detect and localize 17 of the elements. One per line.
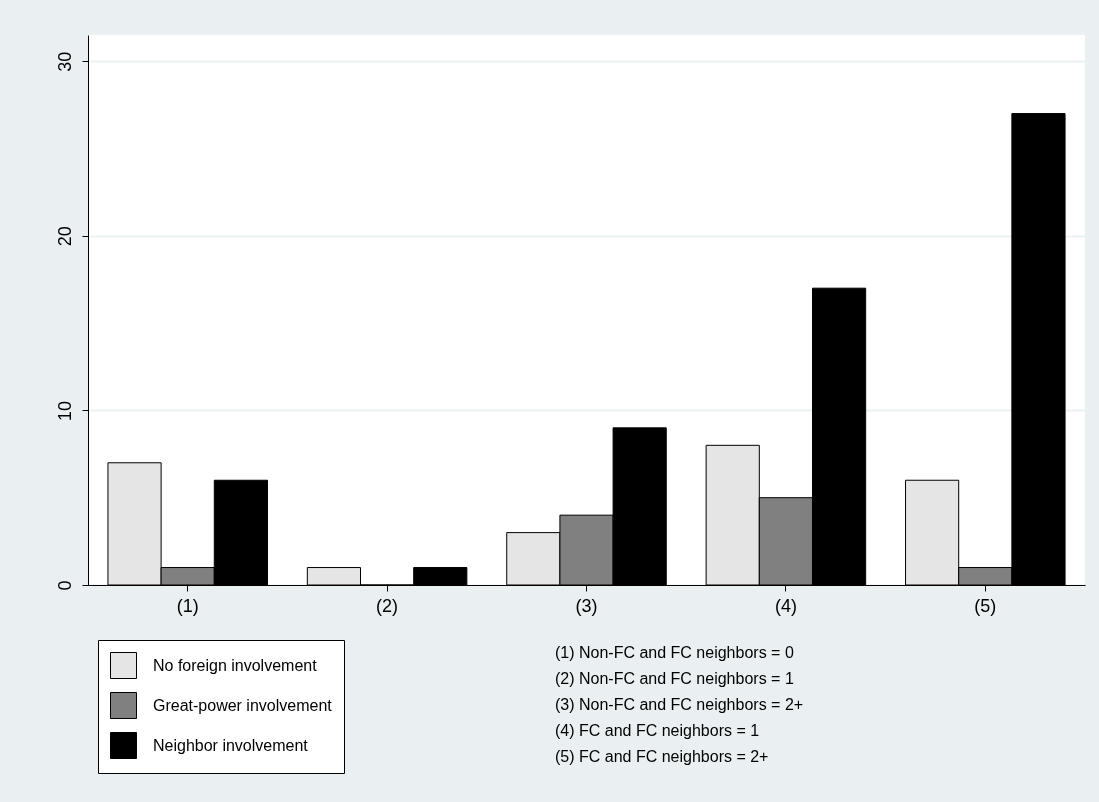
legend-label: Neighbor involvement <box>153 736 309 754</box>
x-tick-label: (5) <box>974 595 997 616</box>
x-tick-label: (4) <box>774 595 797 616</box>
y-tick-label: 0 <box>54 580 75 591</box>
y-tick-label: 30 <box>54 51 75 72</box>
x-tick-label: (2) <box>376 595 399 616</box>
x-tick-label: (3) <box>575 595 598 616</box>
y-tick-label: 10 <box>54 400 75 421</box>
y-tick-label: 20 <box>54 226 75 247</box>
text: (4) FC and FC neighbors = 1 <box>555 721 761 741</box>
text: (2) Non-FC and FC neighbors = 1 <box>555 669 795 689</box>
text: (5) FC and FC neighbors = 2+ <box>555 747 770 767</box>
legend-label: Great-power involvement <box>153 696 333 714</box>
legend-label: No foreign involvement <box>153 656 318 674</box>
text: (3) Non-FC and FC neighbors = 2+ <box>555 695 804 715</box>
x-tick-label: (1) <box>176 595 199 616</box>
text: (1) Non-FC and FC neighbors = 0 <box>555 643 795 663</box>
